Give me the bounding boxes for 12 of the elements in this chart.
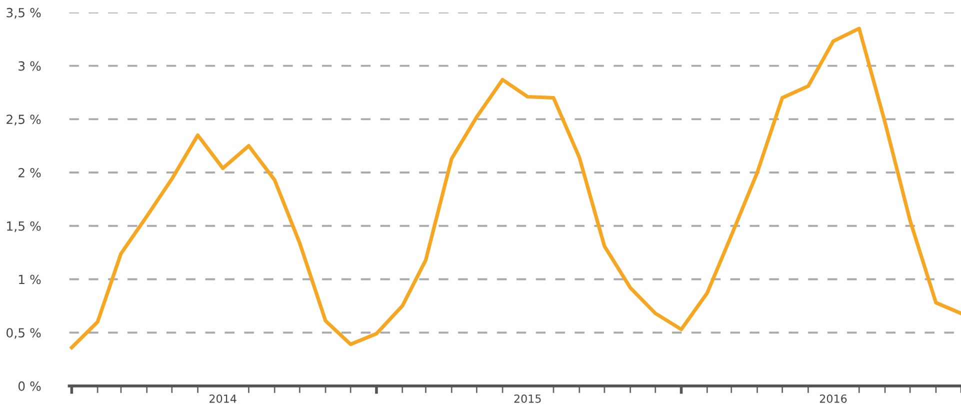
y-tick-label: 2,5 % [6,114,41,126]
x-tick-label: 2016 [820,394,847,403]
y-tick-label: 1,5 % [7,221,41,232]
y-tick-label: 2 % [18,168,41,178]
y-tick-label: 0 % [18,381,41,391]
x-tick-label: 2015 [514,394,541,403]
y-tick-label: 0,5 % [6,328,41,339]
y-tick-label: 3 % [18,61,41,71]
y-tick-label: 3,5 % [6,8,41,19]
line-series [70,26,961,350]
y-tick-label: 1 % [18,274,41,284]
x-tick-label: 2014 [210,394,236,403]
